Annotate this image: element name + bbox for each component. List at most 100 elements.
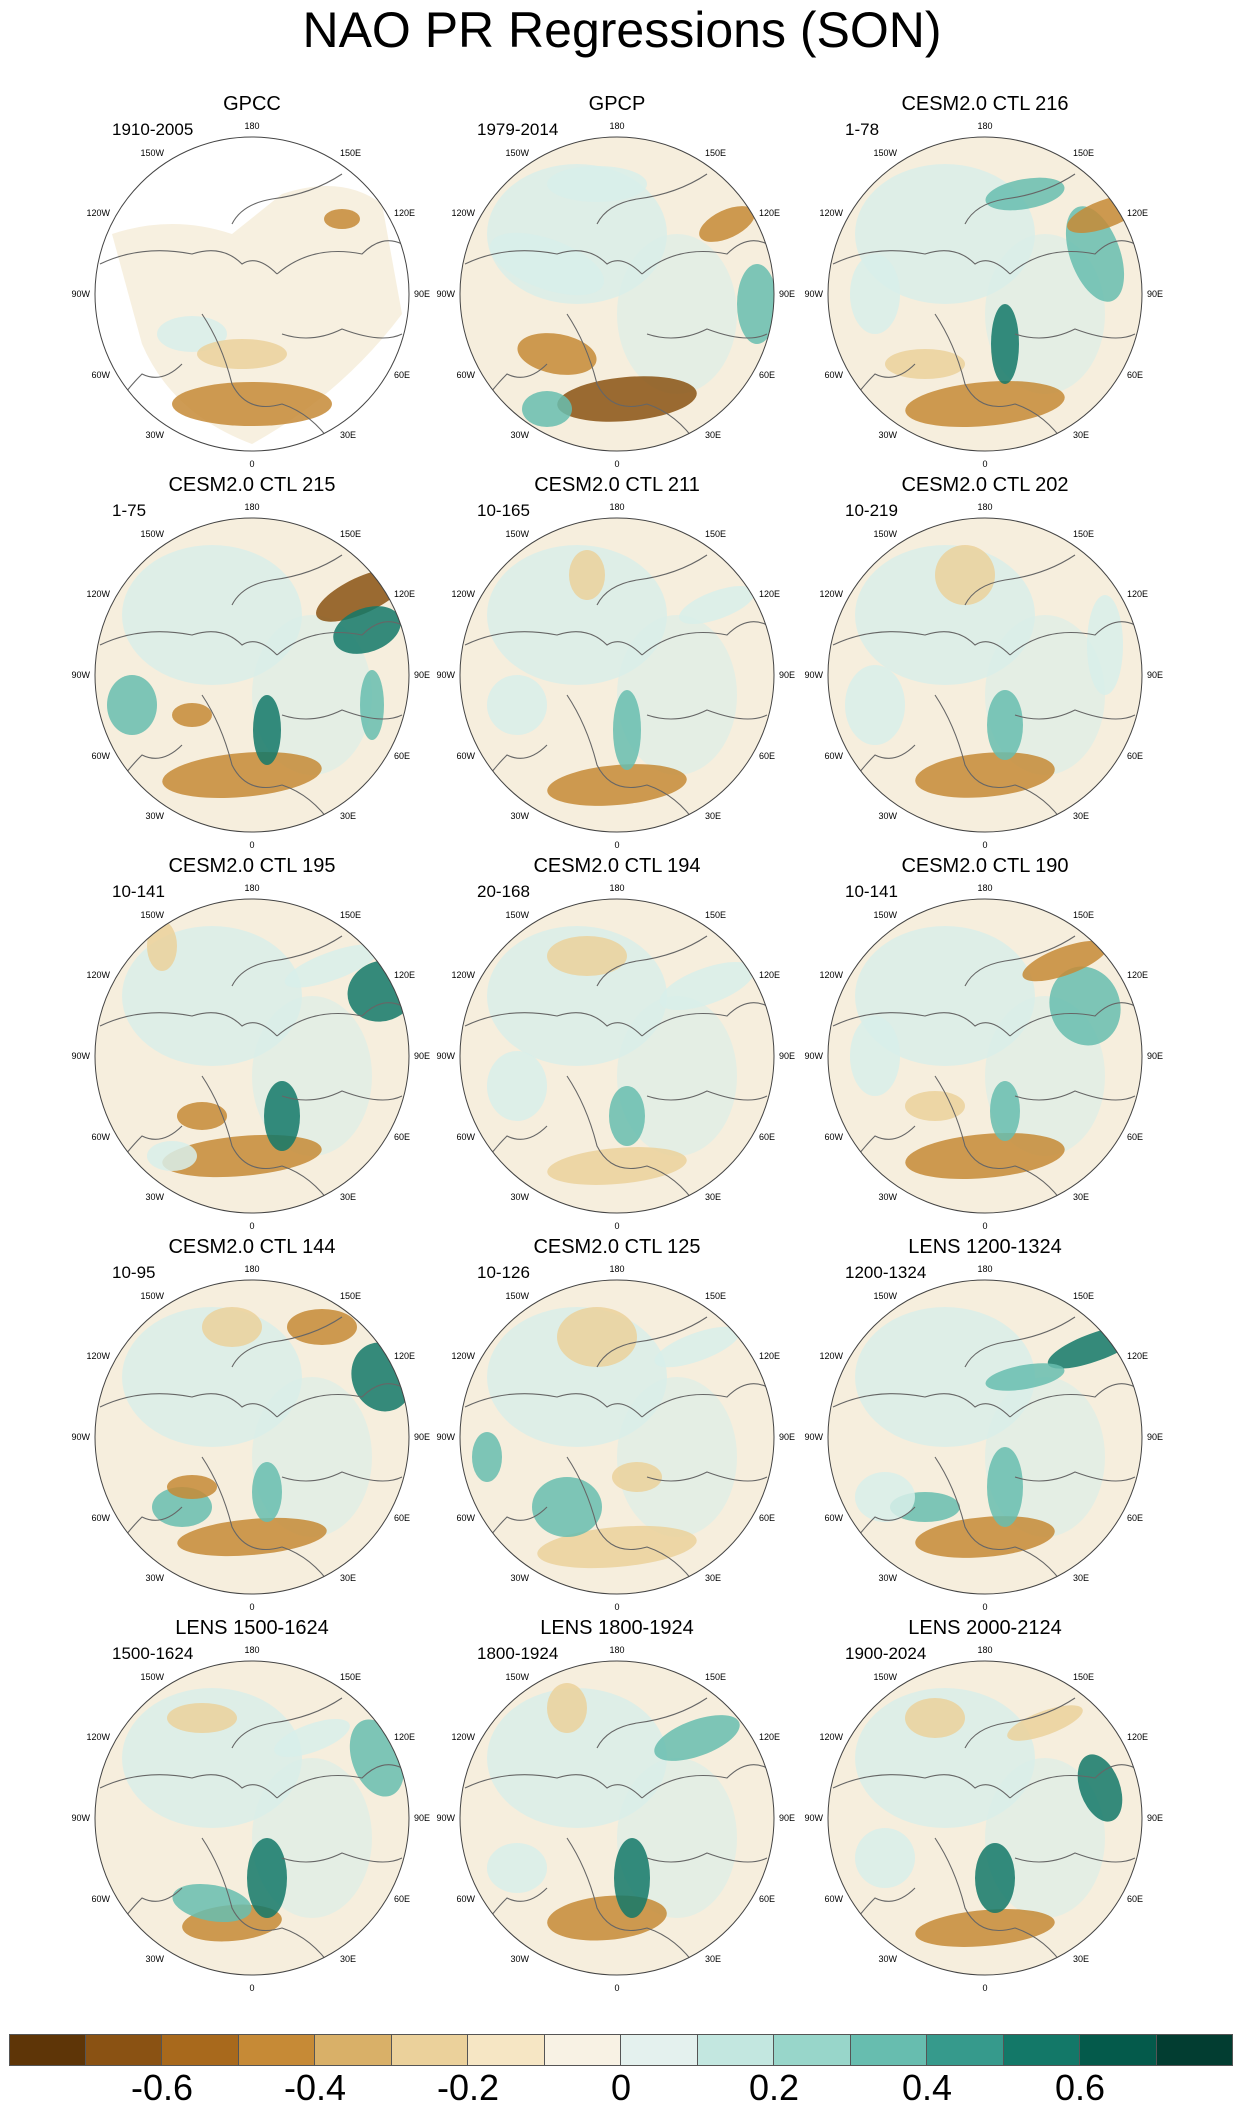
coastline (276, 1383, 403, 1418)
polar-map: 180 0 150W 150E 120W 120E 90W 90E 60W 60E 30W 30E (804, 502, 1163, 850)
degree-label: 120E (394, 1732, 415, 1742)
polar-map: 180 0 150W 150E 120W 120E 90W 90E 60W 60E 30W 30E (436, 883, 795, 1231)
degree-label: 90W (71, 1813, 90, 1823)
degree-label: 150W (505, 148, 529, 158)
weak-dry-anomaly (197, 339, 287, 369)
degree-label: 60E (394, 751, 410, 761)
coastline (276, 240, 403, 275)
coastline (964, 935, 1076, 987)
coastline (832, 1774, 1011, 1799)
degree-label: 60W (824, 751, 843, 761)
dry-anomaly (517, 333, 597, 375)
wet-anomaly (532, 1477, 602, 1537)
degree-label: 180 (244, 121, 259, 131)
degree-label: 30E (705, 1573, 721, 1583)
panel-period: 20-168 (477, 882, 530, 901)
degree-label: 90E (1147, 670, 1163, 680)
coastline (464, 1393, 643, 1418)
degree-label: 30E (705, 1192, 721, 1202)
coastline (832, 250, 1011, 275)
degree-label: 90W (804, 289, 823, 299)
dry-anomaly (699, 206, 755, 242)
degree-label: 60E (759, 1513, 775, 1523)
degree-label: 30W (878, 1954, 897, 1964)
coastline (641, 1764, 768, 1799)
panel-title: CESM2.0 CTL 190 (901, 855, 1069, 877)
panel-title: CESM2.0 CTL 215 (168, 474, 336, 496)
degree-label: 0 (249, 459, 254, 469)
polar-map: 180 0 150W 150E 120W 120E 90W 90E 60W 60E 30W 30E (71, 1645, 430, 1993)
degree-label: 30E (1073, 430, 1089, 440)
dry-anomaly (167, 1475, 217, 1499)
degree-label: 0 (249, 1983, 254, 1993)
coastline (641, 240, 768, 275)
weak-wet-anomaly (850, 254, 900, 334)
coastline (934, 1837, 1066, 1969)
polar-map: 180 0 150W 150E 120W 120E 90W 90E 60W 60E 30W 30E (436, 1645, 795, 1993)
degree-label: 30E (340, 1954, 356, 1964)
coastline (281, 328, 403, 339)
coastline (934, 313, 1066, 445)
degree-label: 120W (451, 1351, 475, 1361)
coastline (1014, 1471, 1136, 1482)
degree-label: 30E (1073, 1192, 1089, 1202)
coastline (99, 1012, 278, 1037)
degree-label: 150W (873, 910, 897, 920)
dry-anomaly (915, 1516, 1055, 1558)
coastline (934, 1456, 1066, 1588)
polar-map: 180 0 150W 150E 120W 120E 90W 90E 60W 60E 30W 30E (436, 1264, 795, 1612)
degree-label: 150W (505, 1291, 529, 1301)
coastline (99, 1393, 278, 1418)
degree-label: 60W (91, 1132, 110, 1142)
coastline (596, 173, 708, 225)
degree-label: 60W (456, 751, 475, 761)
degree-label: 120E (1127, 208, 1148, 218)
degree-label: 120E (1127, 970, 1148, 980)
degree-label: 90W (804, 1051, 823, 1061)
degree-label: 150E (705, 1291, 726, 1301)
degree-label: 30W (510, 1954, 529, 1964)
weak-dry-anomaly (905, 1698, 965, 1738)
degree-label: 0 (614, 1602, 619, 1612)
coastline (1009, 1764, 1136, 1799)
coastline (201, 313, 333, 445)
degree-label: 120W (819, 970, 843, 980)
degree-label: 60W (824, 1894, 843, 1904)
map-panel: CESM2.0 CTL 202 10-219 180 0 150W 150E 120W 120… (804, 473, 1163, 853)
colorbar-swatch (774, 2034, 851, 2066)
weak-dry-anomaly (569, 550, 605, 600)
dry-anomaly (905, 1133, 1065, 1179)
weak-wet-region (252, 1377, 372, 1537)
panel-title: CESM2.0 CTL 211 (534, 474, 700, 496)
map-panel: CESM2.0 CTL 211 10-165 180 0 150W 150E 120W 120… (436, 473, 795, 853)
coastline (201, 1456, 333, 1588)
figure-title: NAO PR Regressions (SON) (302, 2, 942, 58)
panel-title: CESM2.0 CTL 216 (901, 93, 1069, 115)
polar-map: 180 0 150W 150E 120W 120E 90W 90E 60W 60E 30W 30E (804, 1645, 1163, 1993)
dry-anomaly (172, 703, 212, 727)
weak-wet-anomaly (274, 1719, 350, 1757)
panel-period: 1910-2005 (112, 120, 194, 139)
colorbar (9, 2034, 1233, 2066)
map-border (94, 1279, 410, 1595)
coastline (201, 1075, 333, 1207)
wet-anomaly (609, 1086, 645, 1146)
coastline (276, 1002, 403, 1037)
coastline (231, 554, 343, 606)
strong-wet-anomaly (975, 1843, 1015, 1913)
map-border (827, 517, 1143, 833)
degree-label: 90E (414, 289, 430, 299)
weak-wet-anomaly (489, 232, 605, 296)
degree-label: 30W (878, 430, 897, 440)
coastline (281, 1090, 403, 1101)
degree-label: 60W (91, 370, 110, 380)
coastline (231, 1316, 343, 1368)
panel-period: 10-141 (845, 882, 898, 901)
panel-period: 10-141 (112, 882, 165, 901)
map-border (459, 517, 775, 833)
degree-label: 30W (878, 1573, 897, 1583)
wet-anomaly (987, 1447, 1023, 1527)
degree-label: 0 (982, 1602, 987, 1612)
degree-label: 120W (451, 970, 475, 980)
degree-label: 60W (91, 751, 110, 761)
